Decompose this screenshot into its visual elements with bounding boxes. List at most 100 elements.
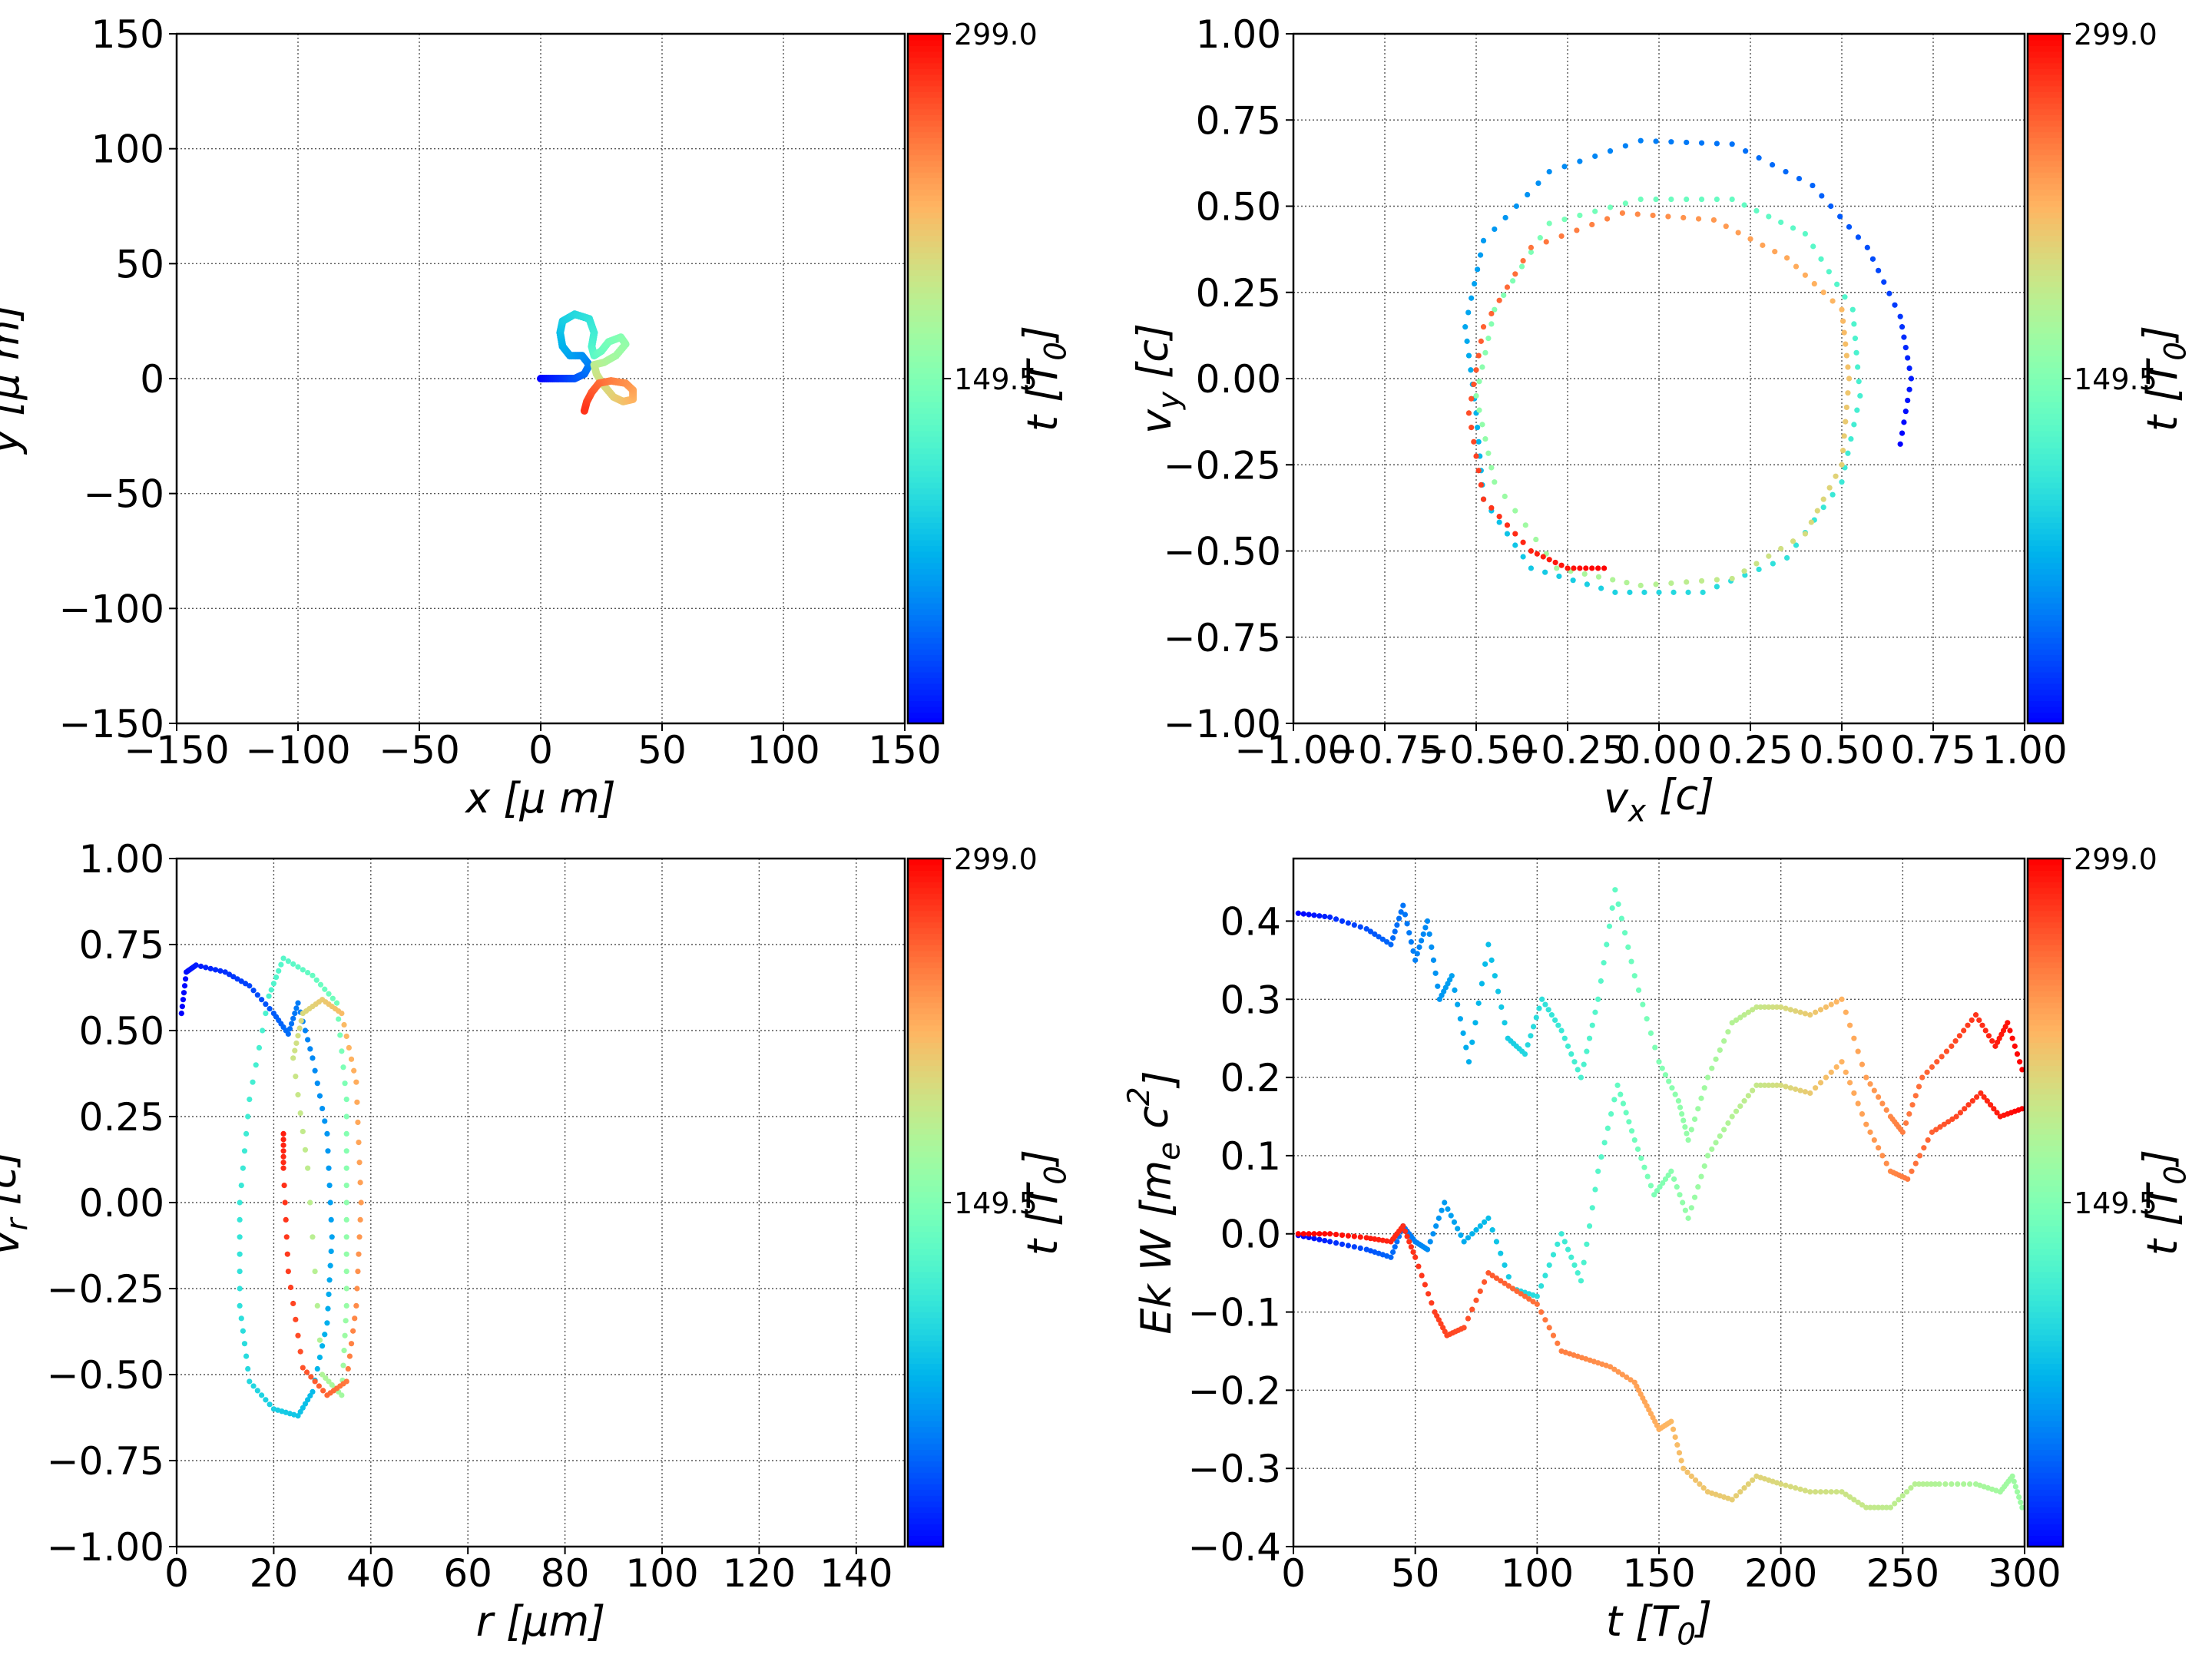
colorbar-segment	[908, 961, 943, 968]
data-point-s0-1-3	[1902, 344, 1909, 351]
data-point-s0-8-5	[1463, 1044, 1469, 1051]
data-point-s0-29-2	[293, 1040, 300, 1047]
data-point-s0-8-5	[1465, 309, 1472, 316]
data-point-s2-24-3	[1823, 1489, 1829, 1495]
data-point-s0-3-5	[242, 981, 249, 987]
data-point-s0-37-0	[324, 1392, 330, 1398]
colorbar-segment	[2028, 453, 2063, 460]
colorbar-tick-label: 299.0	[2074, 18, 2157, 51]
colorbar-segment	[2028, 333, 2063, 339]
colorbar-segment	[2028, 522, 2063, 529]
data-point-s1-29-4	[1945, 1119, 1952, 1125]
data-point-s1-14-3	[1604, 1125, 1611, 1131]
x-tick-label: 0.25	[1707, 728, 1793, 773]
data-point-s1-14-1	[1598, 1154, 1604, 1160]
data-point-s2-4-3	[1406, 1239, 1412, 1245]
colorbar-segment	[2028, 567, 2063, 575]
colorbar-segment	[2028, 700, 2063, 707]
colorbar-segment	[908, 1305, 943, 1312]
colorbar-segment	[908, 1294, 943, 1301]
colorbar-segment	[2028, 1248, 2063, 1256]
colorbar-segment	[2028, 1008, 2063, 1014]
colorbar-segment	[2028, 990, 2063, 998]
data-point-s0-29-1	[292, 1047, 298, 1054]
data-point-s0-29-4	[296, 1025, 303, 1031]
data-point-s1-29-0	[1929, 1129, 1936, 1135]
data-point-s2-11-4	[1550, 1332, 1557, 1338]
colorbar-segment	[2028, 51, 2063, 58]
data-point-s0-32-4	[348, 1056, 355, 1062]
data-point-s0-26-0	[1807, 1012, 1813, 1018]
data-point-s0-20-2	[1698, 196, 1705, 203]
colorbar-segment	[908, 1345, 943, 1353]
colorbar-segment	[2028, 689, 2063, 696]
data-point-s0-9-4	[1479, 981, 1485, 987]
colorbar-segment	[2028, 263, 2063, 270]
colorbar-segment	[908, 166, 943, 173]
data-point-s0-15-4	[1820, 505, 1826, 511]
data-point-s0-17-4	[1852, 336, 1859, 342]
data-point-s0-20-3	[1681, 1117, 1687, 1123]
data-point-s0-2-5	[1869, 256, 1876, 262]
data-point-s0-14-1	[1714, 584, 1720, 590]
data-point-s0-15-1	[1581, 1061, 1587, 1067]
colorbar-segment	[908, 505, 943, 512]
data-point-s0-29-5	[298, 1017, 304, 1024]
data-point-s0-4-3	[259, 997, 265, 1003]
data-point-s1-13-1	[1581, 1259, 1587, 1266]
colorbar-segment	[2028, 166, 2063, 173]
data-point-s0-39-5	[1520, 539, 1526, 545]
data-point-s0-41-1	[1571, 565, 1577, 571]
colorbar-tick-label: 149.5	[2074, 1186, 2157, 1220]
data-point-s0-31-0	[1846, 376, 1853, 382]
y-tick-label: −0.25	[1164, 443, 1281, 488]
data-point-s0-23-0	[343, 1097, 349, 1103]
data-point-s0-21-3	[1592, 208, 1598, 214]
colorbar-segment	[2028, 217, 2063, 224]
data-point-s0-24-5	[1488, 465, 1495, 471]
colorbar-segment	[2028, 631, 2063, 638]
colorbar-segment	[908, 292, 943, 299]
data-point-s0-19-0	[1656, 1059, 1662, 1065]
data-point-s0-33-1	[1976, 1017, 1982, 1024]
data-point-s1-13-2	[1584, 1241, 1590, 1247]
x-tick-label: 50	[637, 728, 687, 773]
data-point-s0-12-5	[297, 1408, 303, 1415]
colorbar-segment	[908, 1064, 943, 1072]
colorbar-segment	[2028, 372, 2063, 379]
data-point-s1-16-5	[1647, 1183, 1654, 1189]
colorbar-segment	[908, 1031, 943, 1037]
data-point-s0-31-1	[1924, 1069, 1930, 1075]
colorbar-segment	[2028, 579, 2063, 587]
data-point-s0-28-4	[1879, 1100, 1886, 1107]
data-point-s0-41-4	[1589, 565, 1595, 571]
data-point-s0-25-0	[1492, 479, 1498, 485]
data-point-s0-3-5	[1819, 193, 1825, 199]
data-point-s0-3-0	[1388, 941, 1394, 948]
data-point-s1-21-4	[1745, 1093, 1751, 1099]
colorbar-segment	[908, 859, 943, 865]
data-point-s2-23-0	[1778, 1481, 1784, 1487]
colorbar-segment	[2028, 189, 2063, 196]
colorbar-segment	[2028, 927, 2063, 935]
colorbar-segment	[908, 143, 943, 150]
data-point-s0-30-5	[1916, 1084, 1922, 1090]
data-point-s0-22-5	[1501, 292, 1507, 299]
data-point-s0-39-4	[1512, 531, 1518, 537]
data-point-s0-36-2	[1512, 271, 1518, 277]
data-point-s0-24-5	[343, 1286, 349, 1292]
colorbar-segment	[908, 574, 943, 581]
colorbar-segment	[908, 189, 943, 196]
x-axis-label: x [μ m]	[464, 774, 615, 822]
data-point-s0-21-1	[1622, 200, 1628, 207]
colorbar-segment	[908, 395, 943, 402]
data-point-s1-8-3	[1473, 1227, 1479, 1233]
data-point-s0-31-2	[1929, 1064, 1936, 1070]
colorbar-segment	[908, 286, 943, 293]
data-point-s0-24-0	[343, 1199, 349, 1206]
data-point-s0-40-2	[1540, 554, 1546, 560]
colorbar-segment	[2028, 298, 2063, 305]
data-point-s0-29-3	[1820, 496, 1826, 502]
data-point-s0-32-4	[1802, 272, 1808, 278]
colorbar-segment	[908, 102, 943, 110]
